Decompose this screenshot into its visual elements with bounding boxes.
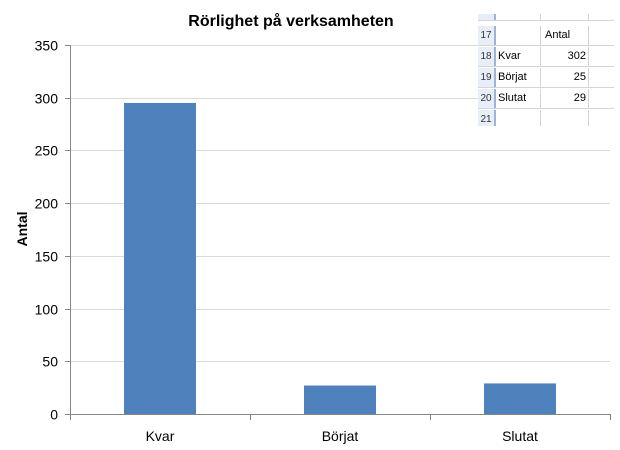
sheet-header-cell: Antal	[541, 26, 589, 45]
y-tick-label: 0	[50, 407, 58, 423]
row-number: 19	[478, 68, 496, 87]
sheet-row: 16	[478, 14, 614, 21]
sheet-row: 19 Börjat 25	[478, 68, 614, 88]
bar-börjat	[304, 385, 376, 414]
y-tick-label: 350	[35, 38, 59, 54]
row-number: 16	[478, 14, 496, 20]
sheet-cell	[498, 110, 541, 126]
x-tick-label: Slutat	[502, 428, 538, 444]
y-tick-label: 200	[35, 196, 59, 212]
bars	[124, 102, 556, 414]
x-tick-labels: Kvar Börjat Slutat	[146, 428, 538, 444]
sheet-cell	[498, 26, 541, 45]
sheet-value-cell: 25	[541, 68, 589, 87]
sheet-header-row: 17 Antal	[478, 26, 614, 46]
sheet-cell	[541, 14, 589, 20]
y-axis-title: Antal	[14, 212, 30, 247]
y-tick-label: 250	[35, 143, 59, 159]
sheet-cell	[590, 89, 614, 108]
sheet-cell	[590, 110, 614, 126]
sheet-label-cell: Kvar	[498, 47, 541, 66]
chart-title: Rörlighet på verksamheten	[188, 12, 393, 30]
sheet-cell	[590, 26, 614, 45]
row-number: 20	[478, 89, 496, 108]
sheet-cell	[498, 14, 541, 20]
sheet-label-cell: Börjat	[498, 68, 541, 87]
bar-slutat	[484, 383, 556, 414]
row-number: 18	[478, 47, 496, 66]
bar-kvar	[124, 102, 196, 414]
y-tick-label: 300	[35, 91, 59, 107]
y-tick-label: 100	[35, 302, 59, 318]
y-tick-label: 50	[42, 354, 58, 370]
y-tick-labels: 0 50 100 150 200 250 300 350	[35, 38, 59, 423]
x-tick-label: Kvar	[146, 428, 175, 444]
axes	[65, 45, 611, 420]
row-number: 17	[478, 26, 496, 45]
sheet-row: 18 Kvar 302	[478, 47, 614, 67]
sheet-cell	[590, 68, 614, 87]
sheet-value-cell: 29	[541, 89, 589, 108]
sheet-value-cell: 302	[541, 47, 589, 66]
y-tick-label: 150	[35, 249, 59, 265]
sheet-cell	[590, 47, 614, 66]
sheet-label-cell: Slutat	[498, 89, 541, 108]
sheet-cell	[541, 110, 589, 126]
sheet-row: 20 Slutat 29	[478, 89, 614, 109]
x-tick-label: Börjat	[322, 428, 359, 444]
spreadsheet-snippet: 16 17 Antal 18 Kvar 302 19 Börjat 25 20 …	[478, 14, 614, 126]
sheet-cell	[590, 14, 614, 20]
sheet-row: 21	[478, 110, 614, 126]
row-number: 21	[478, 110, 496, 126]
